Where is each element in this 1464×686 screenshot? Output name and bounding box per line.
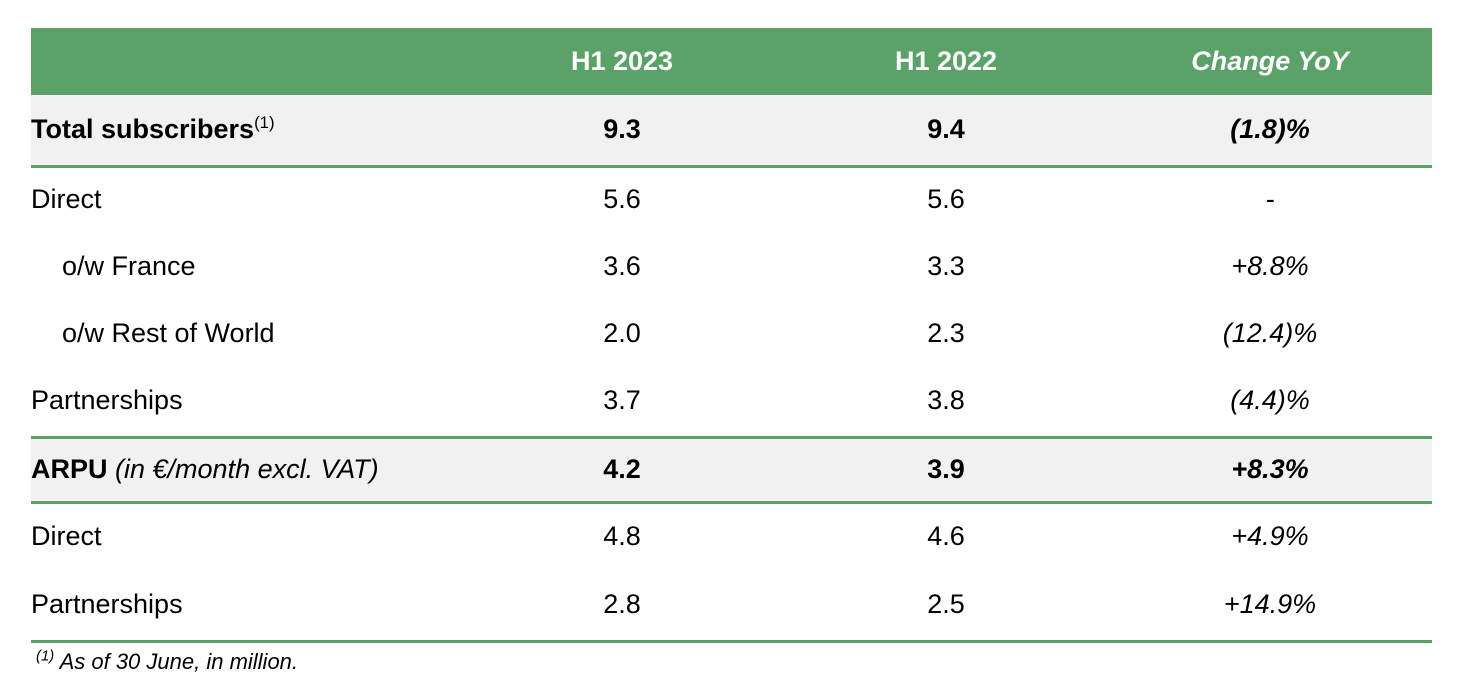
table-header-row: H1 2023 H1 2022 Change YoY [31,28,1432,95]
table-row-direct-arpu: Direct 4.8 4.6 +4.9% [31,502,1432,570]
cell-h1-2022: 3.8 [927,385,965,416]
header-change-yoy: Change YoY [1191,45,1349,76]
table-row-ow-france: o/w France 3.6 3.3 +8.8% [31,233,1432,300]
cell-h1-2023: 9.3 [603,113,641,144]
row-label-arpu: ARPU (in €/month excl. VAT) [31,437,460,502]
cell-h1-2022: 4.6 [927,520,965,551]
header-h1-2023: H1 2023 [570,45,674,76]
cell-h1-2023: 4.8 [603,520,641,551]
cell-h1-2023: 2.8 [603,588,641,619]
cell-change-yoy: (4.4)% [1230,385,1310,416]
row-label-direct: Direct [31,520,102,551]
footnote-marker: (1) [36,647,55,665]
cell-h1-2022: 2.3 [927,317,965,348]
table-row-total-subscribers: Total subscribers(1) 9.3 9.4 (1.8)% [31,95,1432,166]
row-label-direct: Direct [31,184,102,215]
footnote: (1) As of 30 June, in million. [36,649,298,675]
table-row-ow-rest-of-world: o/w Rest of World 2.0 2.3 (12.4)% [31,300,1432,367]
table-row-partnerships-arpu: Partnerships 2.8 2.5 +14.9% [31,570,1432,641]
cell-h1-2022: 9.4 [927,113,965,144]
row-label-partnerships: Partnerships [31,385,183,416]
table-row-partnerships-subscribers: Partnerships 3.7 3.8 (4.4)% [31,367,1432,437]
cell-change-yoy: (1.8)% [1230,113,1310,144]
footnote-marker-superscript: (1) [254,112,275,132]
header-h1-2022: H1 2022 [894,45,998,76]
cell-change-yoy: +8.8% [1231,250,1309,281]
cell-h1-2022: 3.3 [927,250,965,281]
cell-change-yoy: (12.4)% [1222,317,1318,348]
cell-change-yoy: +8.3% [1231,453,1309,484]
cell-h1-2023: 2.0 [603,317,641,348]
row-label-partnerships: Partnerships [31,588,183,619]
cell-change-yoy: +4.9% [1231,520,1309,551]
table-row-arpu: ARPU (in €/month excl. VAT) 4.2 3.9 +8.3… [31,437,1432,502]
cell-change-yoy: - [1265,184,1275,215]
arpu-unit-note: (in €/month excl. VAT) [107,453,379,484]
row-label-text: Total subscribers [31,113,255,144]
header-empty-cell [31,28,460,95]
row-label-text: ARPU [31,453,108,484]
row-label-ow-rest-of-world: o/w Rest of World [62,317,275,348]
cell-h1-2023: 4.2 [603,453,641,484]
footnote-text: As of 30 June, in million. [54,649,299,674]
cell-h1-2022: 2.5 [927,588,965,619]
cell-h1-2023: 3.7 [603,385,641,416]
row-label-ow-france: o/w France [62,250,196,281]
cell-change-yoy: +14.9% [1223,588,1317,619]
cell-h1-2022: 5.6 [927,184,965,215]
cell-h1-2022: 3.9 [927,453,965,484]
row-label-total-subscribers: Total subscribers(1) [31,95,460,166]
cell-h1-2023: 3.6 [603,250,641,281]
subscribers-arpu-table: H1 2023 H1 2022 Change YoY Total subscri… [31,28,1432,643]
table-row-direct-subscribers: Direct 5.6 5.6 - [31,166,1432,233]
cell-h1-2023: 5.6 [603,184,641,215]
